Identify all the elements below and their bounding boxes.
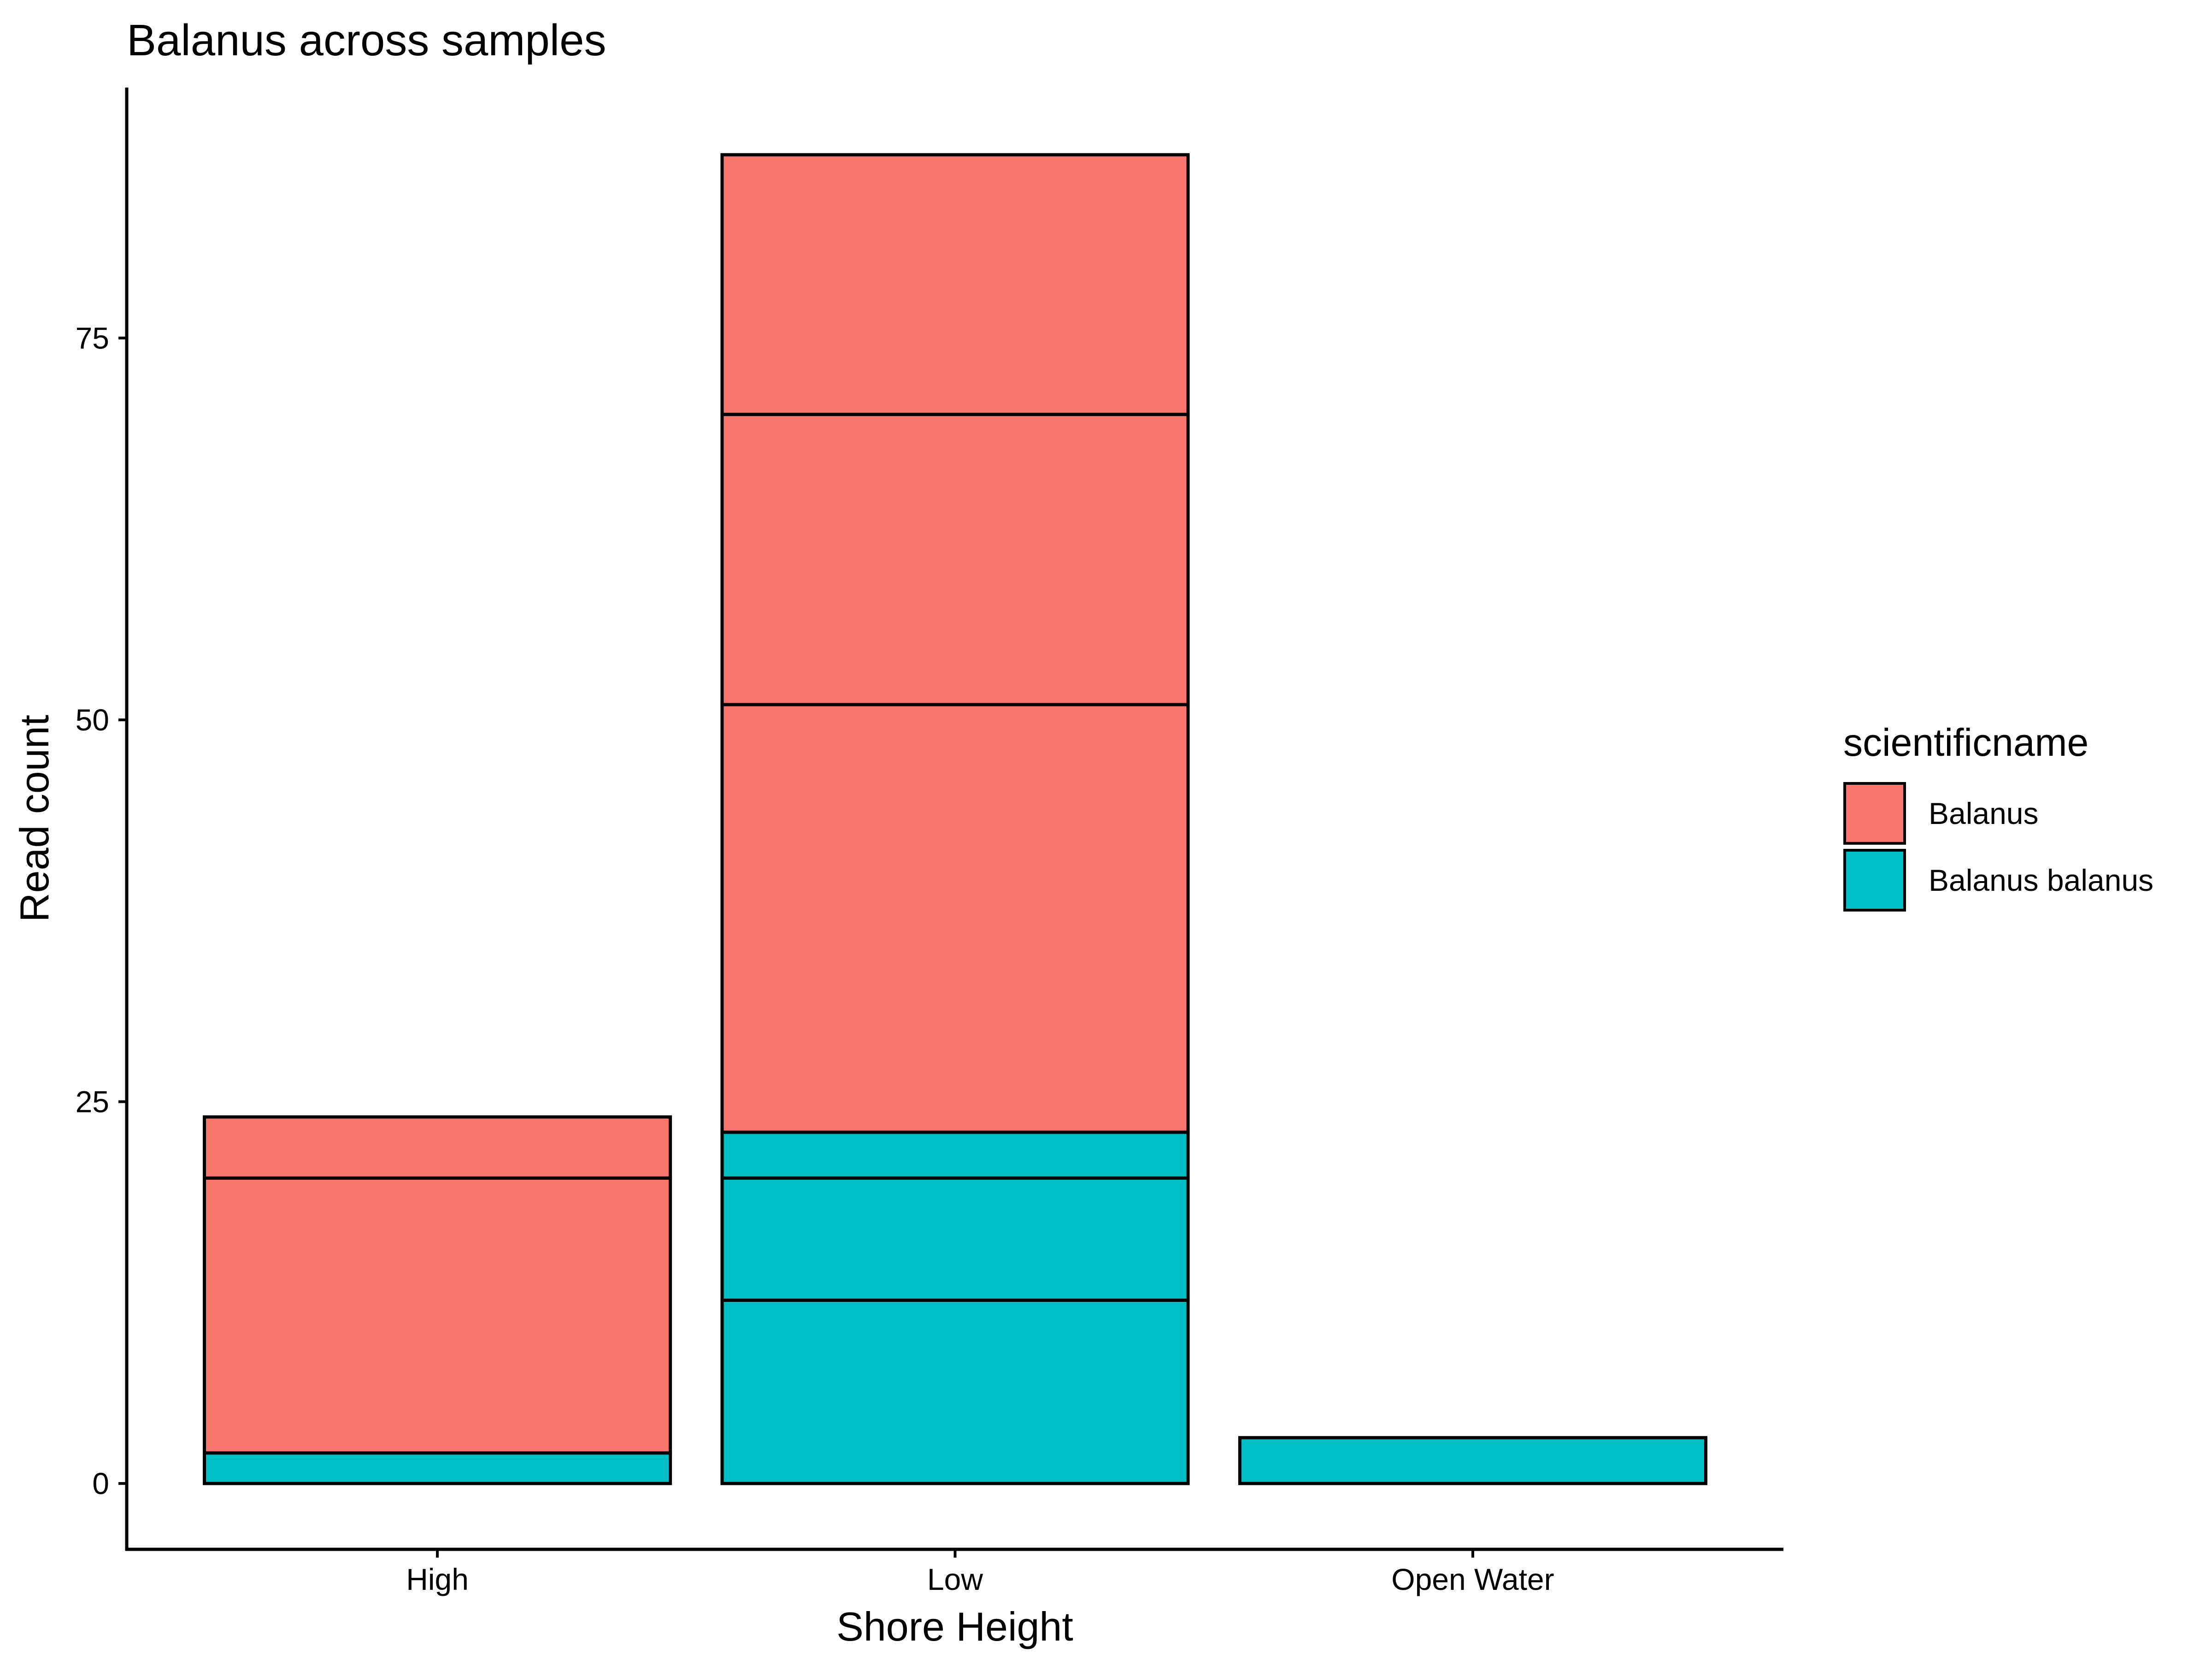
chart-title: Balanus across samples xyxy=(127,16,606,65)
y-tick-label: 25 xyxy=(76,1085,109,1119)
bar-segment-low-7 xyxy=(720,412,1190,706)
bar-segment-low-4 xyxy=(720,1176,1190,1302)
legend-title: scientificname xyxy=(1843,721,2088,764)
x-tick-label: Low xyxy=(927,1562,983,1596)
x-axis-title: Shore Height xyxy=(836,1604,1073,1649)
bar-segment-high-2 xyxy=(203,1115,672,1180)
legend-label-0: Balanus xyxy=(1929,796,2039,830)
bar-segment-high-1 xyxy=(203,1176,672,1455)
bar-segment-low-5 xyxy=(720,1130,1190,1180)
bars-layer xyxy=(203,153,1707,1485)
x-tick-label: High xyxy=(406,1562,469,1596)
x-tick-label: Open Water xyxy=(1391,1562,1554,1596)
legend-label-1: Balanus balanus xyxy=(1929,863,2153,897)
bar-segment-high-0 xyxy=(203,1451,672,1485)
bar-segment-open-water-9 xyxy=(1238,1436,1707,1485)
bar-segment-low-8 xyxy=(720,153,1190,416)
bar-segment-low-6 xyxy=(720,703,1190,1134)
y-ticks: 0 25 50 75 xyxy=(76,321,127,1500)
bar-segment-low-3 xyxy=(720,1298,1190,1485)
y-axis-title: Read count xyxy=(12,715,57,922)
y-tick-label: 75 xyxy=(76,321,109,355)
legend-key-1 xyxy=(1843,849,1906,912)
legend: scientificname Balanus Balanus balanus xyxy=(1843,721,2153,912)
x-ticks: High Low Open Water xyxy=(406,1549,1554,1596)
y-tick-label: 0 xyxy=(92,1466,109,1500)
y-tick-label: 50 xyxy=(76,703,109,737)
legend-key-0 xyxy=(1843,782,1906,845)
